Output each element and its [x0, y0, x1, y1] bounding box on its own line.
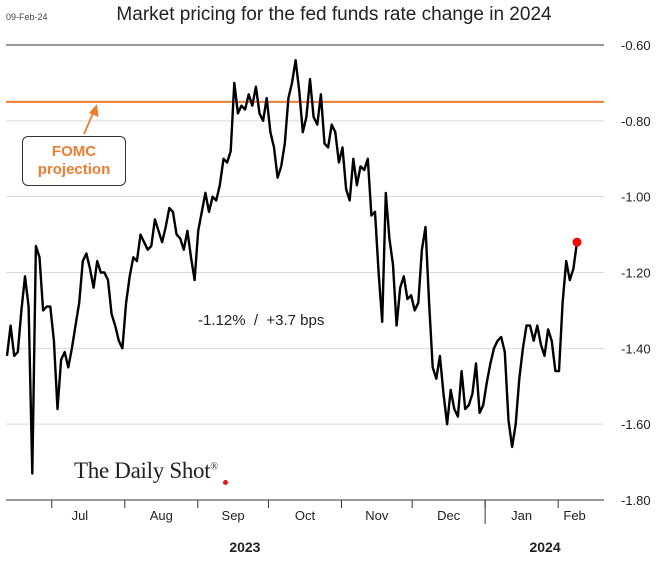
- logo-mark: ®: [210, 461, 218, 473]
- x-tick-label: Oct: [295, 508, 316, 523]
- callout-line-1: FOMC: [51, 143, 97, 160]
- date-stamp: 09-Feb-24: [6, 12, 48, 22]
- year-label: 2024: [529, 539, 560, 555]
- last-point-marker: [572, 237, 582, 247]
- chart-title: Market pricing for the fed funds rate ch…: [116, 4, 552, 25]
- y-tick-label: -1.40: [621, 341, 651, 356]
- x-tick-label: Aug: [150, 508, 173, 523]
- y-tick-label: -1.80: [621, 493, 651, 508]
- series-layer: [5, 59, 582, 475]
- y-tick-label: -0.80: [621, 114, 651, 129]
- y-tick-label: -1.60: [621, 417, 651, 432]
- rate-change-series-line: [5, 59, 579, 475]
- logo-dot-icon: [223, 480, 228, 485]
- x-tick-label: Nov: [365, 508, 389, 523]
- logo-text: The Daily Shot: [74, 458, 211, 483]
- y-tick-label: -1.20: [621, 266, 651, 281]
- fomc-projection-callout: FOMC projection: [22, 136, 126, 186]
- x-tick-label: Feb: [563, 508, 585, 523]
- y-tick-label: -0.60: [621, 38, 651, 53]
- arrow-head-icon: [89, 104, 99, 117]
- axes: -0.60 -0.80 -1.00 -1.20 -1.40 -1.60 -1.80 Jul Au…: [51, 38, 651, 555]
- callout-arrow-shaft: [83, 110, 95, 135]
- year-label: 2023: [229, 539, 260, 555]
- x-tick-label: Jan: [511, 508, 532, 523]
- callout-line-2: projection: [37, 161, 111, 178]
- x-tick-label: Jul: [72, 508, 89, 523]
- latest-change-label: -1.12% / +3.7 bps: [198, 312, 325, 329]
- daily-shot-logo: The Daily Shot®: [74, 458, 218, 484]
- y-tick-label: -1.00: [621, 190, 651, 205]
- x-tick-label: Sep: [222, 508, 245, 523]
- projection-layer: [6, 100, 604, 135]
- x-tick-label: Dec: [437, 508, 461, 523]
